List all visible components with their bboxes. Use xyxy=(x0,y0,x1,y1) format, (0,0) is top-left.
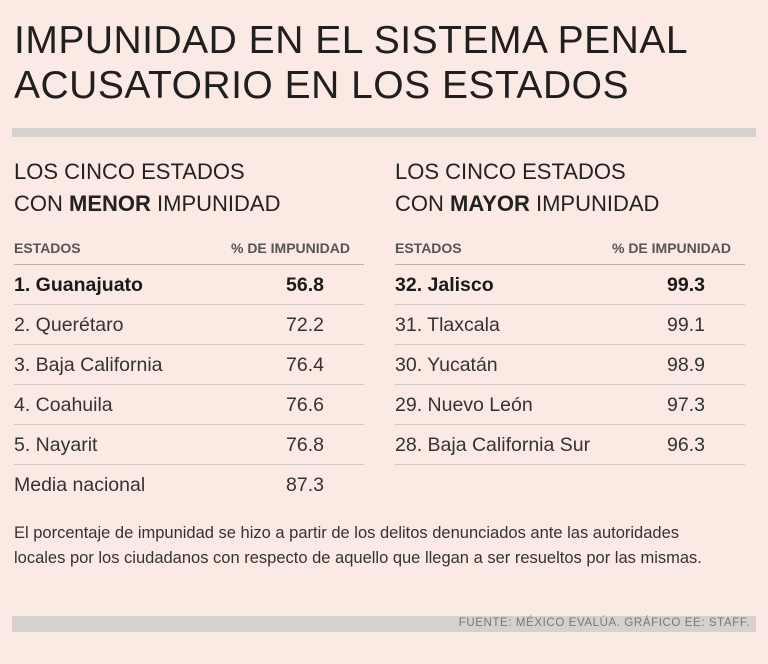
bottom-divider xyxy=(12,616,756,632)
impunity-value: 99.3 xyxy=(667,274,705,296)
state-name: 32. Jalisco xyxy=(395,274,494,296)
heading-emphasis: MENOR xyxy=(69,191,151,216)
heading-line-1: LOS CINCO ESTADOS xyxy=(395,159,626,184)
methodology-note: El porcentaje de impunidad se hizo a par… xyxy=(14,524,702,567)
table-row: 29. Nuevo León 97.3 xyxy=(395,385,745,425)
state-name: 1. Guanajuato xyxy=(14,274,143,296)
national-average-row: Media nacional 87.3 xyxy=(14,465,364,504)
impunity-value: 72.2 xyxy=(286,314,324,336)
impunity-value: 76.6 xyxy=(286,394,324,416)
heading-line-2: CON MAYOR IMPUNIDAD xyxy=(395,191,660,216)
state-name: 31. Tlaxcala xyxy=(395,314,500,336)
table-row: 2. Querétaro 72.2 xyxy=(14,305,364,345)
table-header: ESTADOS % DE IMPUNIDAD xyxy=(395,234,745,265)
page-title: IMPUNIDAD EN EL SISTEMA PENAL ACUSATORIO… xyxy=(14,18,754,108)
state-name: Media nacional xyxy=(14,474,146,496)
table-row: 5. Nayarit 76.8 xyxy=(14,425,364,465)
impunity-value: 96.3 xyxy=(667,434,705,456)
impunity-value: 56.8 xyxy=(286,274,324,296)
impunity-value: 76.4 xyxy=(286,354,324,376)
state-name: 5. Nayarit xyxy=(14,434,98,456)
highest-impunity-heading: LOS CINCO ESTADOS CON MAYOR IMPUNIDAD xyxy=(395,156,745,220)
impunity-value: 87.3 xyxy=(286,474,324,496)
impunity-value: 97.3 xyxy=(667,394,705,416)
table-header: ESTADOS % DE IMPUNIDAD xyxy=(14,234,364,265)
table-row: 4. Coahuila 76.6 xyxy=(14,385,364,425)
column-header-states: ESTADOS xyxy=(14,240,81,256)
state-name: 29. Nuevo León xyxy=(395,394,533,416)
state-name: 30. Yucatán xyxy=(395,354,498,376)
table-row: 3. Baja California 76.4 xyxy=(14,345,364,385)
state-name: 2. Querétaro xyxy=(14,314,124,336)
impunity-value: 76.8 xyxy=(286,434,324,456)
heading-line-1: LOS CINCO ESTADOS xyxy=(14,159,245,184)
state-name: 4. Coahuila xyxy=(14,394,113,416)
table-row: 28. Baja California Sur 96.3 xyxy=(395,425,745,465)
highest-impunity-table: LOS CINCO ESTADOS CON MAYOR IMPUNIDAD ES… xyxy=(395,156,745,465)
table-row: 32. Jalisco 99.3 xyxy=(395,265,745,305)
table-row: 30. Yucatán 98.9 xyxy=(395,345,745,385)
title-line-1: IMPUNIDAD EN EL SISTEMA PENAL xyxy=(14,19,689,62)
state-name: 28. Baja California Sur xyxy=(395,434,591,456)
table-row: 1. Guanajuato 56.8 xyxy=(14,265,364,305)
impunity-value: 99.1 xyxy=(667,314,705,336)
title-line-2: ACUSATORIO EN LOS ESTADOS xyxy=(14,64,629,107)
column-header-impunity: % DE IMPUNIDAD xyxy=(611,240,731,256)
table-row: 31. Tlaxcala 99.1 xyxy=(395,305,745,345)
heading-emphasis: MAYOR xyxy=(450,191,530,216)
top-divider xyxy=(12,128,756,137)
heading-line-2: CON MENOR IMPUNIDAD xyxy=(14,191,281,216)
column-header-states: ESTADOS xyxy=(395,240,462,256)
lowest-impunity-table: LOS CINCO ESTADOS CON MENOR IMPUNIDAD ES… xyxy=(14,156,364,504)
column-header-impunity: % DE IMPUNIDAD xyxy=(230,240,350,256)
source-credit: FUENTE: MÉXICO EVALÚA. GRÁFICO EE: STAFF… xyxy=(458,617,750,629)
state-name: 3. Baja California xyxy=(14,354,163,376)
lowest-impunity-heading: LOS CINCO ESTADOS CON MENOR IMPUNIDAD xyxy=(14,156,364,220)
impunity-value: 98.9 xyxy=(667,354,705,376)
